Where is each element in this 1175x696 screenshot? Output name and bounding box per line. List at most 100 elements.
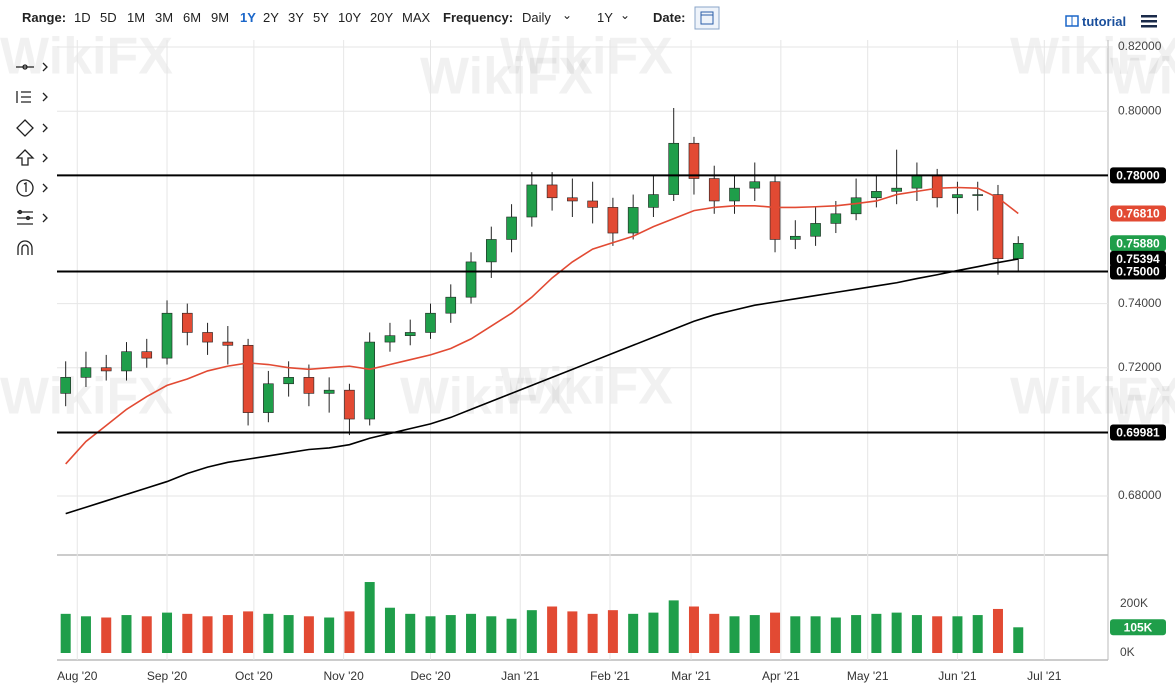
range-option[interactable]: MAX	[402, 10, 431, 25]
candle-body	[404, 332, 416, 336]
volume-bar	[466, 613, 477, 653]
level-badge-bg	[1110, 263, 1166, 280]
candle-body	[749, 181, 761, 189]
volume-bar	[486, 616, 497, 653]
price-badge: 0.76810	[1116, 207, 1160, 221]
candle-body	[141, 351, 153, 359]
candle-body	[729, 187, 740, 202]
moving-average	[65, 258, 1019, 515]
price-badge: 0.75880	[1116, 236, 1160, 250]
candle-body	[344, 389, 355, 420]
range-option[interactable]: 9M	[211, 10, 230, 25]
level-badge: 0.78000	[1116, 168, 1160, 182]
candle-body	[283, 377, 294, 385]
candle-body	[688, 142, 700, 179]
range-option[interactable]: 6M	[183, 10, 202, 25]
candle-body	[1012, 243, 1024, 259]
range-option[interactable]: 1M	[127, 10, 146, 25]
frequency-select[interactable]: Daily	[522, 10, 551, 25]
price-badge-bg	[1110, 205, 1166, 222]
x-tick-label: Oct '20	[235, 669, 273, 683]
volume-badge: 105K	[1124, 620, 1153, 634]
range-option[interactable]: 1Y	[240, 10, 256, 25]
range-option[interactable]: 3M	[155, 10, 174, 25]
tool-fib[interactable]	[16, 91, 48, 103]
volume-bar	[202, 616, 213, 653]
x-tick-label: Jan '21	[501, 669, 540, 683]
tool-line[interactable]	[16, 62, 48, 72]
range-option[interactable]: 5Y	[313, 10, 329, 25]
candle-body	[891, 187, 902, 192]
date-label: Date:	[653, 10, 686, 25]
level-badge-bg	[1110, 424, 1166, 441]
tool-label[interactable]	[16, 179, 48, 197]
volume-bar	[770, 612, 781, 653]
range-label: Range:	[22, 10, 67, 25]
volume-tick-label: 200K	[1120, 596, 1148, 610]
candle-body	[445, 296, 457, 314]
range-option[interactable]: 1D	[74, 10, 91, 25]
candle-body	[587, 200, 598, 208]
volume-bar	[790, 616, 801, 653]
range-option[interactable]: 10Y	[338, 10, 362, 25]
volume-bar	[60, 613, 71, 653]
menu-icon[interactable]	[1141, 14, 1157, 28]
range-option[interactable]: 20Y	[370, 10, 394, 25]
volume-bar	[324, 617, 335, 653]
volume-bar	[80, 616, 91, 653]
tool-shape[interactable]	[16, 119, 48, 137]
x-tick-label: Nov '20	[323, 669, 364, 683]
volume-bar	[526, 610, 537, 653]
date-picker[interactable]	[694, 6, 720, 30]
x-tick-label: Jun '21	[938, 669, 977, 683]
volume-bar	[506, 618, 517, 653]
volume-bar	[810, 616, 821, 653]
watermark: WikiFX	[1110, 48, 1175, 106]
tool-tree[interactable]	[17, 209, 48, 225]
volume-bar	[668, 600, 679, 653]
candle-body	[567, 197, 578, 202]
watermark: WikiFX	[420, 48, 593, 106]
candle-body	[871, 191, 882, 199]
candle-body	[80, 367, 92, 378]
range-option[interactable]: 3Y	[288, 10, 304, 25]
period-select[interactable]: 1Y	[597, 10, 613, 25]
candle-body	[911, 175, 923, 189]
candle-body	[546, 184, 558, 199]
watermark: WikiFX	[0, 28, 173, 86]
y-tick-label: 0.82000	[1118, 39, 1162, 53]
level-badge: 0.75000	[1116, 265, 1160, 279]
price-badge-bg	[1110, 235, 1166, 252]
y-tick-label: 0.74000	[1118, 296, 1162, 310]
volume-bar	[952, 616, 963, 653]
candle-body	[384, 335, 396, 343]
candle-body	[60, 377, 71, 394]
price-badge: 0.75394	[1116, 252, 1160, 266]
volume-bar	[607, 610, 618, 653]
volume-bar	[141, 616, 152, 653]
range-option[interactable]: 5D	[100, 10, 117, 25]
volume-bar	[648, 612, 659, 653]
candle-body	[323, 389, 335, 394]
volume-bar	[891, 612, 902, 653]
candle-body	[992, 194, 1004, 259]
watermark: WikiFX	[1010, 368, 1175, 426]
frequency-label: Frequency:	[443, 10, 514, 25]
range-option[interactable]: 2Y	[263, 10, 279, 25]
chevron: ⌄	[562, 8, 573, 22]
candle-body	[121, 351, 132, 372]
volume-tick-label: 0K	[1120, 645, 1135, 659]
volume-bar	[932, 616, 943, 653]
volume-bar	[709, 613, 720, 653]
candle-body	[769, 181, 781, 240]
tool-arrow[interactable]	[15, 149, 48, 166]
moving-average	[65, 186, 1019, 465]
volume-bar	[911, 615, 922, 653]
x-tick-label: Apr '21	[762, 669, 800, 683]
volume-bar	[628, 613, 639, 653]
tool-magnet[interactable]	[17, 240, 33, 255]
candle-body	[242, 344, 254, 413]
tutorial-link[interactable]: tutorial	[1082, 14, 1127, 29]
level-badge-bg	[1110, 167, 1166, 184]
